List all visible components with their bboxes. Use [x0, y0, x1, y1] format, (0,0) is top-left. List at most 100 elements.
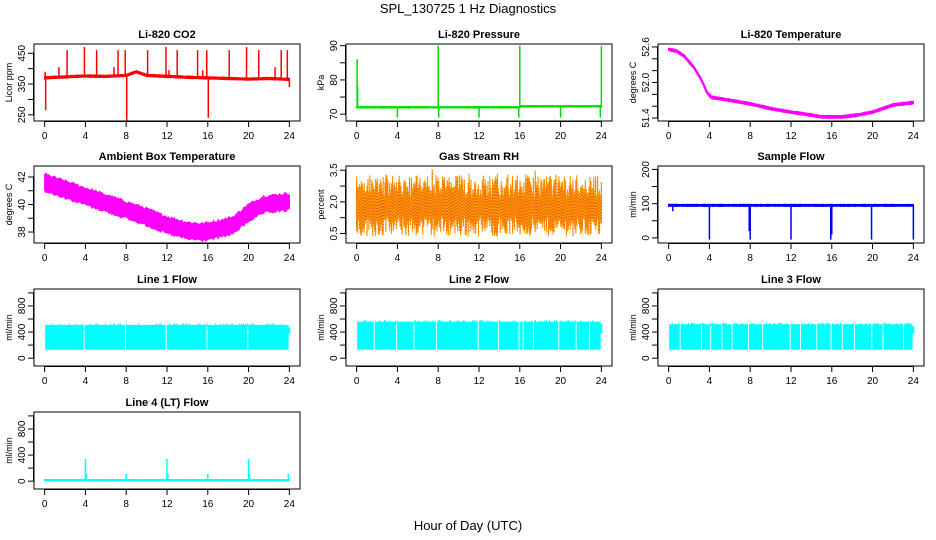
y-tick-label: 2.0	[329, 194, 340, 208]
x-tick-label: 24	[596, 131, 608, 142]
y-axis-label: ml/min	[316, 314, 326, 341]
x-tick-label: 8	[747, 253, 753, 264]
flow-jitter	[239, 323, 241, 327]
x-tick-label: 0	[42, 499, 48, 510]
flow-jitter	[820, 322, 822, 326]
x-tick-label: 20	[867, 253, 879, 264]
flow-jitter	[534, 320, 536, 324]
flow-jitter	[273, 323, 275, 327]
flow-jitter	[159, 323, 161, 327]
plot-data	[356, 169, 602, 237]
flow-jitter	[176, 323, 178, 327]
flow-band	[763, 324, 790, 350]
flow-jitter	[396, 320, 398, 324]
flow-jitter	[822, 322, 824, 326]
x-tick-label: 0	[666, 376, 672, 387]
flow-jitter	[385, 320, 387, 324]
x-tick-label: 12	[161, 499, 173, 510]
y-axis-label: degrees C	[628, 61, 638, 103]
flow-jitter	[811, 322, 813, 326]
flow-jitter	[592, 320, 594, 324]
y-tick-label: 800	[17, 420, 28, 437]
panel-title: Sample Flow	[757, 151, 825, 163]
x-tick-label: 8	[435, 131, 441, 142]
flow-band	[519, 321, 523, 350]
flow-jitter	[247, 323, 249, 327]
panel-title: Line 4 (LT) Flow	[126, 397, 209, 409]
flow-jitter	[900, 322, 902, 326]
x-tick-label: 4	[83, 253, 89, 264]
x-tick-label: 0	[666, 253, 672, 264]
flow-jitter	[524, 320, 526, 324]
plot-data	[44, 47, 291, 121]
y-tick-label: 0	[329, 355, 340, 361]
flow-band	[817, 324, 831, 350]
flow-jitter	[486, 320, 488, 324]
panel-title: Li-820 Temperature	[741, 29, 842, 41]
flow-jitter	[96, 323, 98, 327]
flow-jitter	[225, 323, 227, 327]
flow-jitter	[568, 320, 570, 324]
flow-end-mark	[288, 327, 291, 334]
flow-jitter	[572, 320, 574, 324]
plot-data	[669, 322, 915, 350]
x-tick-label: 20	[867, 131, 879, 142]
flow-jitter	[860, 322, 862, 326]
panel-title: Line 3 Flow	[761, 274, 821, 286]
flow-end-mark	[912, 326, 915, 334]
flow-jitter	[81, 323, 83, 327]
flow-band	[166, 324, 207, 350]
flow-jitter	[832, 322, 834, 326]
panel-licor-temp: Li-820 Temperature 0 4 8 12 16 20 24 51.4 52.0 52.…	[628, 29, 925, 142]
flow-jitter	[219, 323, 221, 327]
flow-jitter	[265, 323, 267, 327]
x-tick-label: 16	[514, 253, 526, 264]
flow-jitter	[723, 322, 725, 326]
flow-jitter	[119, 323, 121, 327]
flow-band	[711, 324, 722, 350]
y-tick-label: 200	[641, 161, 652, 178]
flow-jitter	[555, 320, 557, 324]
flow-jitter	[472, 320, 474, 324]
flow-jitter	[51, 323, 53, 327]
x-tick-label: 0	[666, 131, 672, 142]
flow-jitter	[417, 320, 419, 324]
flow-jitter	[499, 320, 501, 324]
flow-jitter	[160, 323, 162, 327]
x-tick-label: 24	[284, 253, 296, 264]
x-tick-label: 16	[826, 131, 838, 142]
flow-jitter	[185, 323, 187, 327]
flow-jitter	[836, 322, 838, 326]
flow-jitter	[513, 320, 515, 324]
flow-jitter	[489, 320, 491, 324]
flow-jitter	[672, 322, 674, 326]
x-tick-label: 20	[555, 131, 567, 142]
x-tick-label: 24	[908, 253, 920, 264]
flow-jitter	[752, 322, 754, 326]
flow-band	[207, 324, 248, 350]
flow-jitter	[907, 322, 909, 326]
flow-jitter	[569, 320, 571, 324]
series-band	[668, 47, 914, 119]
x-tick-label: 8	[435, 253, 441, 264]
x-tick-label: 20	[243, 253, 255, 264]
x-tick-label: 24	[908, 376, 920, 387]
flow-jitter	[780, 322, 782, 326]
flow-jitter	[206, 323, 208, 327]
flow-band	[357, 321, 374, 350]
flow-jitter	[779, 322, 781, 326]
flow-band	[576, 321, 589, 350]
flow-jitter	[222, 323, 224, 327]
panel-title: Li-820 CO2	[138, 29, 195, 41]
flow-jitter	[828, 322, 830, 326]
x-tick-label: 12	[473, 376, 485, 387]
y-tick-label: 800	[641, 297, 652, 314]
flow-jitter	[94, 323, 96, 327]
flow-jitter	[693, 322, 695, 326]
plot-data	[45, 323, 291, 350]
x-tick-label: 8	[123, 499, 129, 510]
flow-jitter	[475, 320, 477, 324]
flow-jitter	[439, 320, 441, 324]
flow-jitter	[725, 322, 727, 326]
